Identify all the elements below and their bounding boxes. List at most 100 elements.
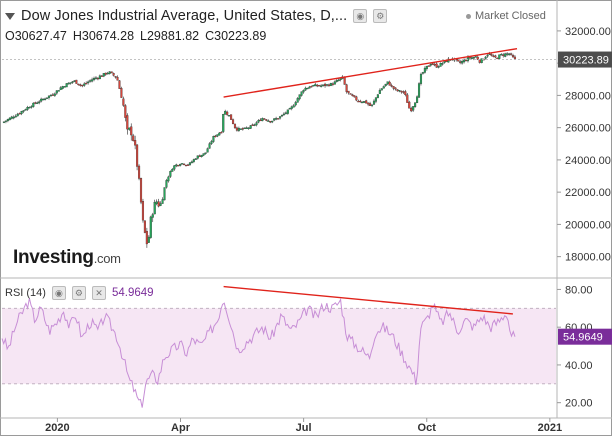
candle-up	[414, 102, 417, 108]
candle-up	[153, 202, 156, 215]
candle-up	[292, 105, 295, 108]
candle-up	[294, 102, 297, 106]
settings-gear-icon[interactable]: ⚙	[373, 9, 388, 23]
candle-up	[224, 111, 227, 115]
ohlc-high: H30674.28	[72, 29, 135, 43]
candle-down	[132, 135, 135, 141]
candle-up	[24, 109, 27, 111]
candle-up	[429, 64, 432, 66]
candle-up	[425, 65, 428, 70]
candle-down	[459, 61, 462, 63]
candle-down	[349, 93, 352, 95]
candle-up	[275, 118, 278, 120]
candle-up	[188, 162, 192, 165]
candle-down	[259, 119, 262, 122]
candle-down	[104, 72, 107, 75]
candle-up	[284, 112, 287, 114]
candle-up	[412, 106, 415, 111]
candle-down	[265, 119, 268, 121]
candle-up	[10, 116, 13, 119]
candle-up	[94, 77, 98, 79]
candle-down	[327, 84, 331, 87]
candle-up	[159, 203, 162, 206]
candle-down	[183, 163, 186, 166]
candle-up	[419, 73, 423, 84]
candle-up	[484, 56, 487, 59]
candle-down	[141, 201, 145, 221]
rsi-close-icon[interactable]: ✕	[91, 286, 106, 300]
candle-up	[222, 114, 225, 132]
candle-up	[370, 104, 374, 106]
candle-up	[416, 96, 419, 104]
price-trendline[interactable]	[223, 47, 518, 98]
market-status: Market Closed	[466, 10, 546, 22]
visibility-eye-icon[interactable]: ◉	[353, 9, 368, 23]
price-tick-label: 26000.00	[565, 123, 611, 135]
candle-up	[423, 67, 426, 73]
candle-up	[500, 54, 503, 56]
candle-down	[116, 76, 119, 81]
rsi-value: 54.9649	[111, 287, 154, 299]
candle-up	[304, 87, 307, 91]
candle-down	[351, 94, 354, 97]
candle-up	[57, 90, 60, 92]
candle-up	[175, 164, 178, 167]
candle-up	[463, 59, 466, 63]
candle-up	[280, 114, 284, 117]
candle-down	[186, 164, 190, 166]
logo-suffix: .com	[93, 251, 121, 266]
candle-up	[30, 106, 33, 108]
candle-up	[196, 155, 199, 159]
chart-title: Dow Jones Industrial Average, United Sta…	[21, 8, 348, 24]
candle-up	[290, 106, 293, 109]
candle-down	[145, 230, 148, 245]
candle-up	[249, 125, 252, 129]
candle-up	[14, 115, 17, 118]
candle-up	[498, 54, 501, 59]
candle-down	[402, 91, 405, 93]
candle-up	[147, 236, 150, 243]
collapse-arrow-icon[interactable]	[5, 12, 15, 20]
rsi-last-value-badge	[558, 328, 612, 345]
time-tick-label: Jul	[296, 422, 312, 434]
candle-down	[235, 127, 238, 131]
candle-up	[314, 84, 317, 87]
candle-up	[380, 88, 383, 91]
candle-up	[466, 56, 470, 62]
candle-up	[149, 216, 152, 238]
candle-up	[257, 120, 260, 123]
candle-up	[204, 152, 207, 154]
candle-down	[502, 54, 505, 56]
time-tick-label: 2021	[538, 422, 562, 434]
candle-down	[394, 87, 397, 90]
candle-up	[261, 118, 264, 122]
candle-up	[36, 102, 39, 104]
rsi-settings-gear-icon[interactable]: ⚙	[71, 286, 86, 300]
last-price-badge	[558, 51, 612, 68]
candle-up	[253, 124, 256, 126]
candle-up	[210, 141, 213, 144]
candle-down	[357, 100, 360, 103]
rsi-visibility-eye-icon[interactable]: ◉	[51, 286, 66, 300]
candle-up	[206, 148, 209, 153]
candle-up	[320, 85, 323, 87]
candle-up	[69, 82, 72, 84]
candle-up	[108, 71, 111, 74]
candle-up	[282, 113, 285, 116]
candle-down	[323, 83, 327, 87]
candle-up	[194, 158, 197, 160]
candle-up	[190, 161, 193, 164]
candle-down	[157, 201, 160, 207]
candle-up	[247, 127, 250, 129]
candle-up	[363, 101, 366, 103]
investing-logo: Investing.com	[13, 247, 121, 269]
candle-down	[396, 89, 399, 92]
candle-up	[273, 118, 276, 121]
rsi-last-value-label: 54.9649	[563, 332, 603, 344]
candle-up	[288, 108, 291, 110]
rsi-trendline[interactable]	[223, 285, 513, 315]
candle-up	[312, 85, 315, 87]
candle-down	[231, 119, 235, 125]
candle-down	[513, 56, 517, 60]
